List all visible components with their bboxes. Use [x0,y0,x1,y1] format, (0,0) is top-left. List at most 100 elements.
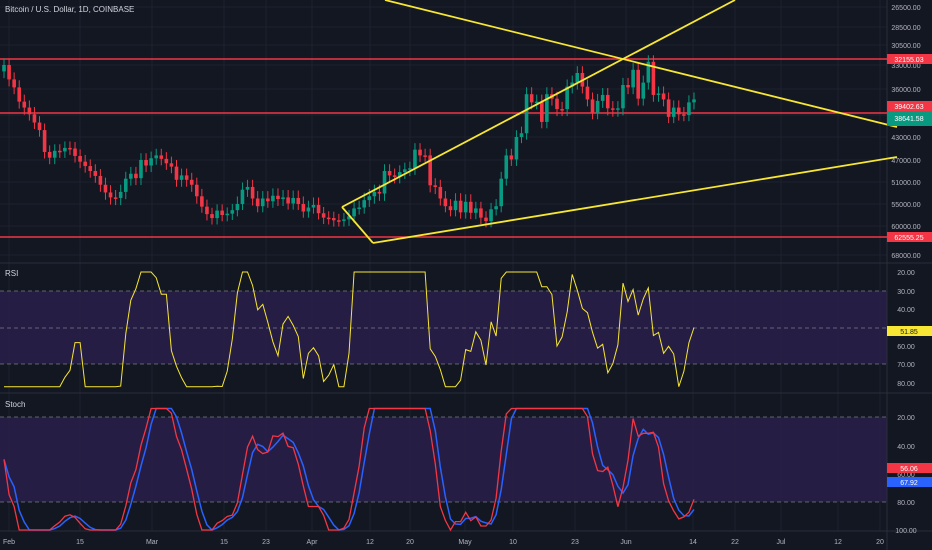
candle-body [118,191,123,198]
candle-body [611,108,615,110]
candle-body [534,101,539,104]
candle-body [453,200,458,211]
candle-body [539,101,544,122]
candle-body [134,173,138,179]
level-badge-3: 62555.25 [887,232,932,242]
level-badge-2: 39402.63 [887,101,932,111]
price-tick-label: 43000.00 [891,135,920,142]
candle-body [129,173,133,179]
trendline-stub[interactable] [341,206,374,244]
candle-body [98,175,103,185]
candle-body [590,99,595,113]
candle-body [37,122,42,131]
candle-body [463,201,468,213]
stoch-tick-label: 80.00 [897,500,915,507]
candle-body [321,213,326,218]
svg-text:39402.63: 39402.63 [894,104,923,111]
candle-body [73,148,77,156]
last-price-badge: 38641.58 [887,111,932,126]
rsi-tick-label: 70.00 [897,362,915,369]
candle-body [194,184,199,197]
candle-body [570,82,575,87]
candle-body [68,147,72,150]
candle-body [545,94,549,122]
candle-body [184,175,189,180]
candle-body [387,171,392,176]
candle-body [113,197,118,199]
price-tick-label: 28500.00 [891,25,920,32]
stoch-axis: 20.00 40.00 60.00 80.00 100.00 [895,415,917,535]
candle-body [331,218,336,221]
candle-body [489,209,493,222]
candle-body [215,210,219,219]
candle-body [687,102,691,115]
stoch-tick-label: 40.00 [897,444,915,451]
candle-body [575,73,580,83]
candle-body [7,65,11,80]
candle-body [189,179,194,185]
candle-body [58,150,62,153]
candle-body [671,107,676,117]
time-tick-label: May [458,539,472,546]
candle-body [240,189,245,204]
time-tick-label: 23 [571,539,579,546]
candle-body [418,149,422,156]
candle-body [514,137,519,160]
price-tick-label: 30500.00 [891,43,920,50]
candle-body [159,155,164,159]
candle-body [93,171,98,176]
rsi-band [0,291,887,364]
time-tick-label: 20 [406,539,414,546]
candle-body [154,155,159,159]
candle-body [438,186,443,199]
candle-body [519,133,524,137]
candle-body [382,171,387,194]
svg-text:56.06: 56.06 [900,466,918,473]
candle-body [605,94,610,109]
trendline-upper-descending[interactable] [384,0,898,128]
candle-body [63,147,67,152]
candle-body [245,186,250,190]
candle-body [661,93,666,100]
rsi-tick-label: 80.00 [897,381,915,388]
rsi-value-badge: 51.85 [887,326,932,336]
price-tick-label: 47000.00 [891,158,920,165]
candle-body [494,206,498,210]
candle-body [326,217,331,220]
candle-body [524,94,529,134]
trendline-rising-wedge-top[interactable] [341,0,736,208]
candles [2,55,696,228]
candle-body [164,158,169,164]
price-tick-label: 26500.00 [891,5,920,12]
candle-body [565,86,569,110]
candle-body [123,178,128,192]
candle-body [311,204,316,208]
candle-body [200,196,204,207]
candle-body [403,169,407,173]
candle-body [692,99,696,103]
candle-body [291,197,295,204]
candle-body [139,160,143,179]
candle-body [169,163,174,167]
candle-body [443,198,448,207]
stoch-tick-label: 60.00 [897,472,915,479]
trendline-rising-support[interactable] [372,156,898,244]
rsi-tick-label: 30.00 [897,289,915,296]
candle-body [423,155,427,157]
candle-body [260,198,265,207]
rsi-line [4,271,695,388]
candle-body [646,61,651,83]
candle-body [448,206,453,211]
candle-body [337,220,341,222]
time-tick-label: 22 [731,539,739,546]
level-badge-1: 32155.03 [887,54,932,64]
candle-body [504,155,509,179]
svg-text:51.85: 51.85 [900,329,918,336]
candle-body [509,155,514,160]
candle-body [316,204,321,214]
candle-body [656,93,661,95]
stoch-tick-label: 100.00 [895,528,917,535]
candle-body [372,191,377,197]
candle-body [230,210,235,214]
